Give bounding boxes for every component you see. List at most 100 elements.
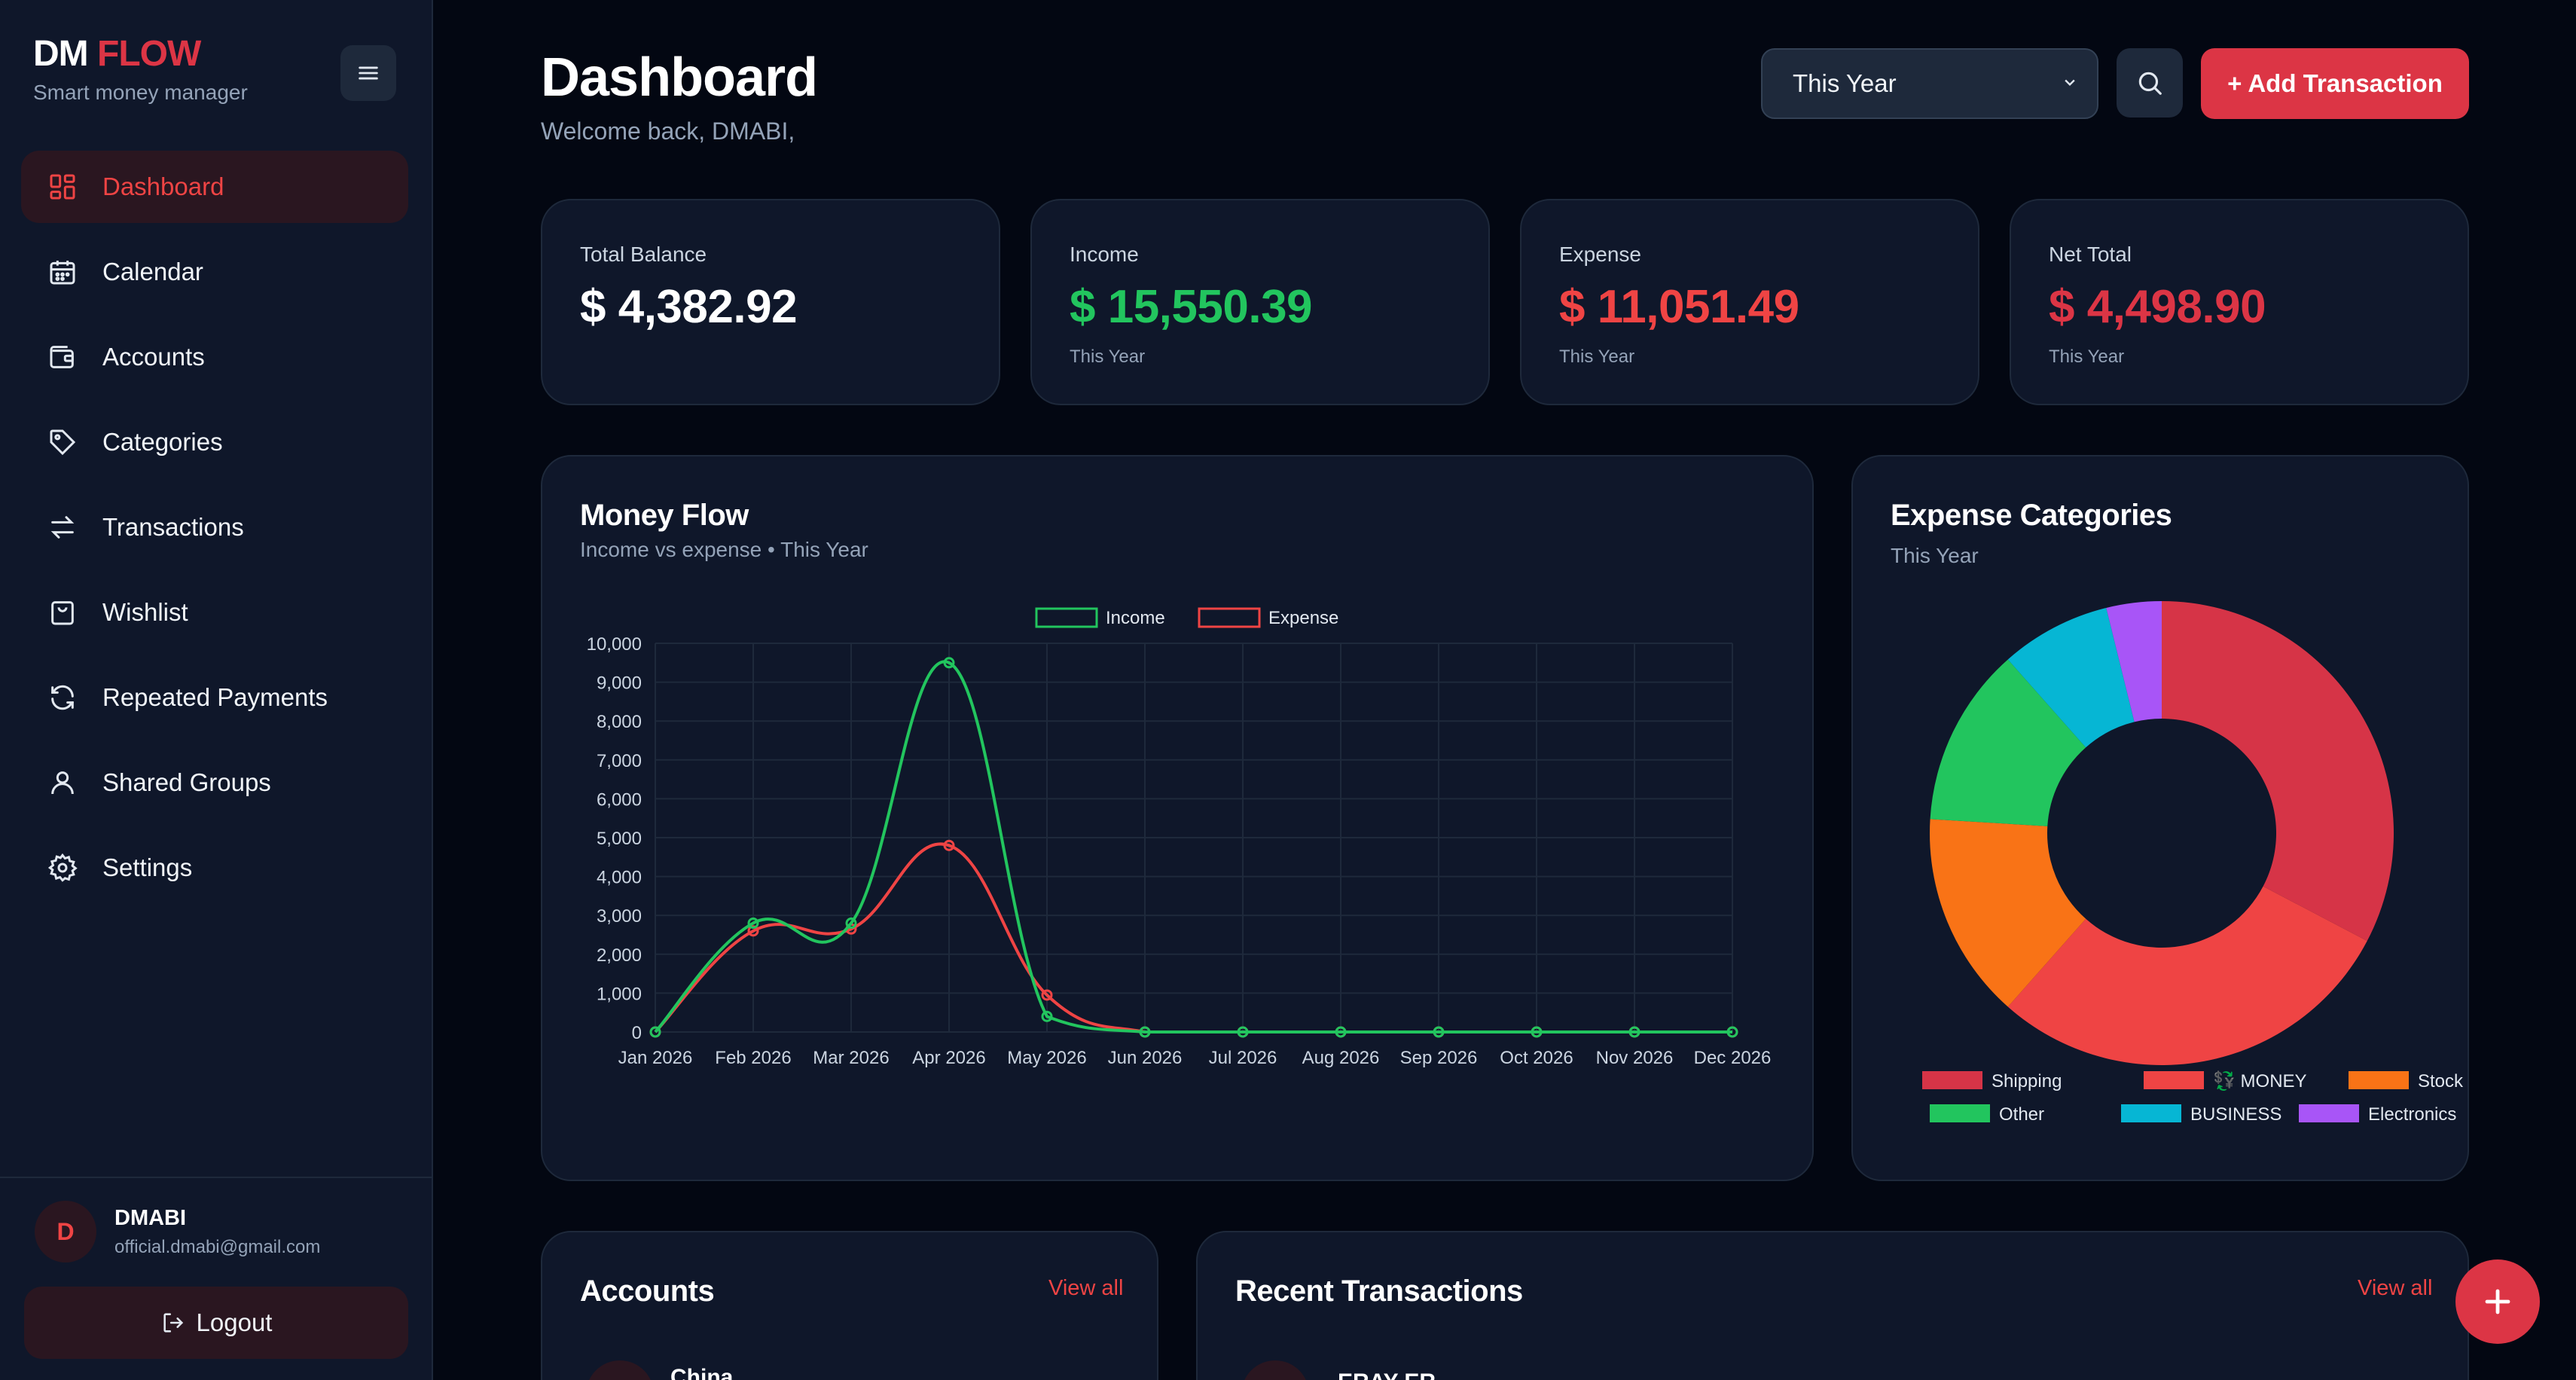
floating-add-button[interactable] xyxy=(2455,1259,2540,1344)
data-point-income[interactable] xyxy=(1726,1026,1738,1038)
y-tick-label: 2,000 xyxy=(597,945,642,966)
series-line-income xyxy=(654,660,1732,1034)
stat-card-expense: Expense $ 11,051.49 This Year xyxy=(1520,199,1979,405)
stat-period: This Year xyxy=(1070,347,1146,367)
y-tick-label: 9,000 xyxy=(597,673,642,694)
data-point-income[interactable] xyxy=(1628,1026,1641,1038)
data-point-expense[interactable] xyxy=(943,839,955,851)
stat-value: $ 15,550.39 xyxy=(1070,281,1313,333)
legend-swatch xyxy=(1930,1104,1990,1122)
transaction-avatar xyxy=(1241,1360,1309,1380)
sidebar-item-label: Repeated Payments xyxy=(102,683,328,711)
money-flow-subtitle: Income vs expense • This Year xyxy=(580,538,868,561)
stat-card-income: Income $ 15,550.39 This Year xyxy=(1030,199,1490,405)
chevron-down-icon xyxy=(2065,79,2075,86)
legend-swatch xyxy=(1198,607,1261,628)
stat-value: $ 4,382.92 xyxy=(580,281,798,333)
sidebar-item-shared-groups[interactable]: Shared Groups xyxy=(21,746,408,819)
data-point-income[interactable] xyxy=(1237,1026,1249,1038)
brand-logo[interactable]: DM FLOW xyxy=(33,33,248,75)
sidebar-item-calendar[interactable]: Calendar xyxy=(21,236,408,308)
user-name: DMABI xyxy=(114,1205,187,1230)
search-button[interactable] xyxy=(2117,48,2183,118)
sidebar: DM FLOW Smart money manager Dashboard Ca… xyxy=(0,0,433,1380)
stat-value: $ 4,498.90 xyxy=(2049,281,2266,333)
pie-slice[interactable] xyxy=(1930,659,2086,826)
legend-label[interactable]: Electronics xyxy=(2368,1104,2456,1125)
sidebar-item-settings[interactable]: Settings xyxy=(21,832,408,904)
sidebar-item-label: Accounts xyxy=(102,343,205,371)
pie-slice[interactable] xyxy=(2162,601,2394,942)
expense-categories-card: Expense Categories This Year Shipping 💱 M… xyxy=(1851,455,2469,1181)
y-tick-label: 10,000 xyxy=(587,634,642,655)
stat-label: Expense xyxy=(1559,243,1641,266)
legend-label[interactable]: Expense xyxy=(1268,608,1338,628)
expense-categories-title: Expense Categories xyxy=(1891,499,2172,532)
stat-period: This Year xyxy=(1559,347,1635,367)
user-email: official.dmabi@gmail.com xyxy=(114,1236,321,1257)
brand: DM FLOW Smart money manager xyxy=(33,33,248,105)
add-transaction-button[interactable]: + Add Transaction xyxy=(2201,48,2469,119)
pie-slice[interactable] xyxy=(2007,886,2367,1066)
pie-slice[interactable] xyxy=(2106,601,2162,722)
legend-swatch xyxy=(1035,607,1098,628)
pie-slice[interactable] xyxy=(2007,607,2135,748)
sidebar-item-transactions[interactable]: Transactions xyxy=(21,491,408,563)
stat-label: Net Total xyxy=(2049,243,2132,266)
legend-label[interactable]: Shipping xyxy=(1992,1071,2062,1091)
legend-label[interactable]: 💱 MONEY xyxy=(2213,1070,2307,1091)
x-tick-label: Nov 2026 xyxy=(1596,1048,1674,1068)
account-name[interactable]: China xyxy=(670,1365,734,1380)
data-point-income[interactable] xyxy=(1433,1026,1445,1038)
period-select[interactable]: This Year xyxy=(1761,48,2098,119)
x-tick-label: Mar 2026 xyxy=(813,1048,889,1068)
accounts-title: Accounts xyxy=(580,1275,715,1308)
y-tick-label: 4,000 xyxy=(597,868,642,888)
data-point-income[interactable] xyxy=(1531,1026,1543,1038)
legend-label[interactable]: Income xyxy=(1106,608,1165,628)
data-point-income[interactable] xyxy=(943,657,955,669)
y-tick-label: 5,000 xyxy=(597,829,642,849)
data-point-income[interactable] xyxy=(1139,1026,1151,1038)
calendar-icon xyxy=(50,261,75,285)
sidebar-item-repeated-payments[interactable]: Repeated Payments xyxy=(21,661,408,734)
account-avatar xyxy=(586,1360,654,1380)
legend-label[interactable]: BUSINESS xyxy=(2190,1104,2281,1125)
transaction-name[interactable]: ERAY ER xyxy=(1338,1369,1436,1380)
sidebar-item-accounts[interactable]: Accounts xyxy=(21,321,408,393)
grid-icon xyxy=(50,174,75,200)
pie-slice[interactable] xyxy=(1930,819,2086,1007)
transactions-view-all-link[interactable]: View all xyxy=(2358,1276,2433,1300)
sidebar-item-categories[interactable]: Categories xyxy=(21,406,408,478)
accounts-card: Accounts View all China xyxy=(541,1231,1158,1380)
legend-label[interactable]: Other xyxy=(1999,1104,2044,1125)
wallet-icon xyxy=(50,346,74,368)
x-tick-label: Oct 2026 xyxy=(1500,1048,1573,1068)
x-tick-label: Sep 2026 xyxy=(1400,1048,1478,1068)
refresh-icon xyxy=(51,685,74,710)
menu-toggle-button[interactable] xyxy=(340,45,396,101)
data-point-income[interactable] xyxy=(845,917,857,930)
logout-button[interactable]: Logout xyxy=(24,1287,408,1359)
hamburger-icon xyxy=(359,66,378,80)
x-tick-label: Jan 2026 xyxy=(618,1048,693,1068)
sidebar-item-label: Transactions xyxy=(102,513,244,541)
data-point-income[interactable] xyxy=(747,917,759,930)
accounts-view-all-link[interactable]: View all xyxy=(1048,1276,1124,1300)
money-flow-title: Money Flow xyxy=(580,499,749,532)
sidebar-item-wishlist[interactable]: Wishlist xyxy=(21,576,408,649)
data-point-income[interactable] xyxy=(1041,1010,1053,1022)
data-point-expense[interactable] xyxy=(1041,989,1053,1001)
data-point-expense[interactable] xyxy=(747,925,759,937)
stat-period: This Year xyxy=(2049,347,2125,367)
data-point-income[interactable] xyxy=(1335,1026,1347,1038)
stat-label: Total Balance xyxy=(580,243,707,266)
period-select-value: This Year xyxy=(1793,69,1897,97)
legend-label[interactable]: Stock xyxy=(2418,1071,2464,1091)
user-profile[interactable]: D DMABI official.dmabi@gmail.com xyxy=(35,1201,320,1262)
legend-swatch xyxy=(2299,1104,2359,1122)
sidebar-item-label: Calendar xyxy=(102,258,203,285)
data-point-income[interactable] xyxy=(649,1026,661,1038)
sidebar-item-dashboard[interactable]: Dashboard xyxy=(21,151,408,223)
